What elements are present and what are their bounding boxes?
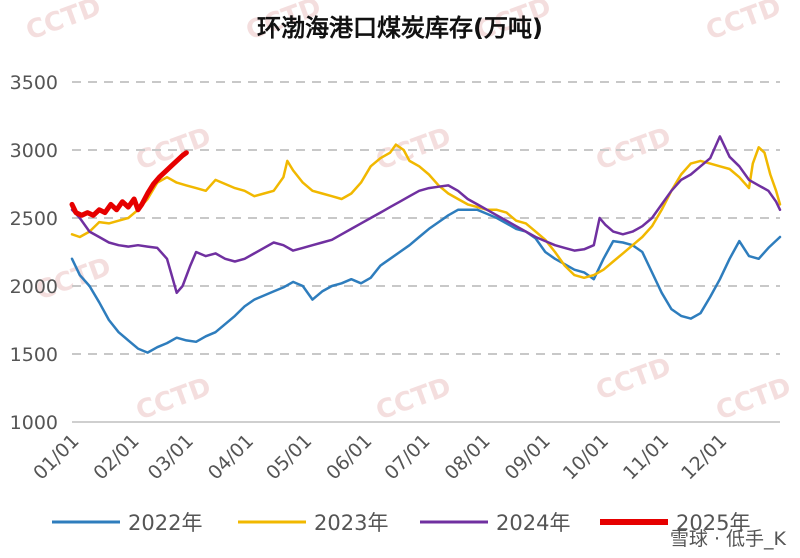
series-line-3	[69, 150, 189, 218]
watermark-3: CCTD	[702, 0, 785, 47]
legend: 2022年 2023年 2024年 2025年	[52, 511, 750, 535]
y-tick-label-1500: 1500	[10, 344, 58, 366]
credit-text: 雪球 · 低手_K	[670, 528, 787, 550]
y-tick-label-3500: 3500	[10, 72, 58, 94]
y-axis: 1000 1500 2000 2500 3000 3500	[10, 72, 58, 434]
x-tick-label-4: 05/01	[262, 430, 316, 484]
x-tick-label-6: 07/01	[380, 430, 434, 484]
watermark-9: CCTD	[132, 372, 215, 427]
x-tick-label-2: 03/01	[144, 430, 198, 484]
chart-title: 环渤海港口煤炭库存(万吨)	[257, 14, 543, 42]
series-line-0	[70, 208, 782, 354]
x-tick-label-0: 01/01	[29, 430, 83, 484]
x-tick-label-8: 09/01	[501, 430, 555, 484]
y-tick-label-3000: 3000	[10, 140, 58, 162]
series-lines	[69, 135, 782, 354]
x-tick-label-1: 02/01	[89, 430, 143, 484]
watermark-8: CCTD	[372, 372, 455, 427]
series-line-2	[70, 135, 782, 295]
legend-label-3: 2025年	[676, 511, 750, 535]
watermarks: CCTD CCTD CCTD CCTDCCTDCCTDCCTDCCTDCCTDCCTD…	[22, 0, 795, 427]
series-line-1	[70, 143, 782, 280]
x-tick-labels: 01/01 02/01 03/01 04/01 05/01 06/01 07/01 08/01…	[29, 430, 731, 484]
x-tick-label-11: 12/01	[677, 430, 731, 484]
watermark-10: CCTD	[712, 372, 795, 427]
x-tick-label-10: 11/01	[619, 430, 673, 484]
legend-label-1: 2023年	[314, 511, 388, 535]
grid	[72, 81, 780, 355]
x-tick-label-3: 04/01	[204, 430, 258, 484]
x-tick-label-7: 08/01	[440, 430, 494, 484]
legend-label-2: 2024年	[496, 511, 570, 535]
y-tick-label-2500: 2500	[10, 208, 58, 230]
y-tick-label-1000: 1000	[10, 412, 58, 434]
x-tick-label-5: 06/01	[322, 430, 376, 484]
watermark-7: CCTD	[592, 352, 675, 407]
legend-label-0: 2022年	[128, 511, 202, 535]
x-tick-label-9: 10/01	[559, 430, 613, 484]
y-tick-label-2000: 2000	[10, 276, 58, 298]
watermark-0: CCTD	[22, 0, 105, 47]
